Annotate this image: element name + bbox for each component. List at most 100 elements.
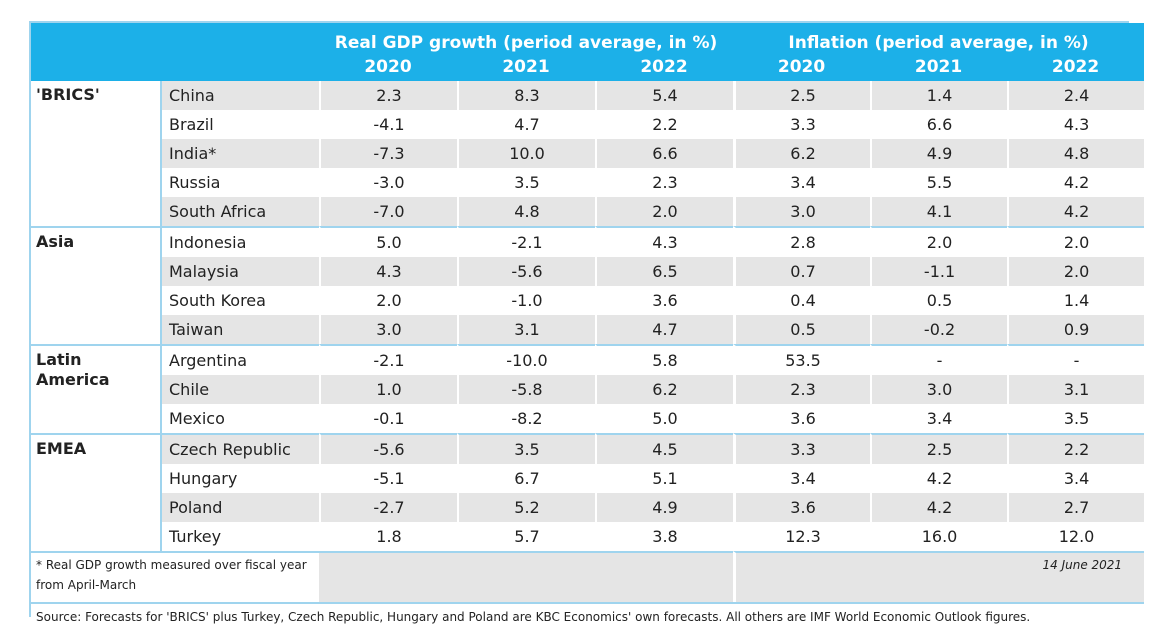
inflation-value-cell: 4.3 bbox=[1007, 110, 1145, 139]
country-cell: China bbox=[160, 81, 319, 110]
table-row: Brazil -4.1 4.7 2.2 3.3 6.6 4.3 bbox=[31, 110, 1145, 139]
inflation-value-cell: 2.0 bbox=[1007, 257, 1145, 286]
inflation-value-cell: 3.3 bbox=[733, 433, 871, 464]
inflation-value-cell: 2.0 bbox=[1007, 226, 1145, 257]
country-cell: India* bbox=[160, 139, 319, 168]
inflation-value-cell: 0.5 bbox=[733, 315, 871, 344]
inflation-value-cell: 6.2 bbox=[733, 139, 871, 168]
table-row: Malaysia 4.3 -5.6 6.5 0.7 -1.1 2.0 bbox=[31, 257, 1145, 286]
gdp-value-cell: 4.3 bbox=[595, 226, 734, 257]
inflation-value-cell: 3.6 bbox=[733, 404, 871, 433]
inflation-value-cell: 3.4 bbox=[733, 464, 871, 493]
forecast-table: Real GDP growth (period average, in %) I… bbox=[31, 23, 1145, 630]
inflation-value-cell: 4.9 bbox=[870, 139, 1008, 168]
inflation-value-cell: 2.8 bbox=[733, 226, 871, 257]
inflation-value-cell: 12.3 bbox=[733, 522, 871, 551]
gdp-value-cell: -0.1 bbox=[319, 404, 457, 433]
inflation-value-cell: 0.9 bbox=[1007, 315, 1145, 344]
inflation-value-cell: - bbox=[870, 344, 1008, 375]
inflation-value-cell: 0.7 bbox=[733, 257, 871, 286]
table-row: South Africa -7.0 4.8 2.0 3.0 4.1 4.2 bbox=[31, 197, 1145, 226]
gdp-value-cell: -8.2 bbox=[457, 404, 595, 433]
gdp-value-cell: -7.0 bbox=[319, 197, 457, 226]
table-row: India* -7.3 10.0 6.6 6.2 4.9 4.8 bbox=[31, 139, 1145, 168]
gdp-value-cell: 4.9 bbox=[595, 493, 734, 522]
inflation-value-cell: 4.8 bbox=[1007, 139, 1145, 168]
inflation-value-cell: 2.2 bbox=[1007, 433, 1145, 464]
year-header: 2021 bbox=[457, 53, 595, 81]
header-blank bbox=[31, 53, 319, 81]
gdp-value-cell: 1.8 bbox=[319, 522, 457, 551]
country-cell: Chile bbox=[160, 375, 319, 404]
table-row: Asia Indonesia 5.0 -2.1 4.3 2.8 2.0 2.0 bbox=[31, 226, 1145, 344]
country-cell: Indonesia bbox=[160, 226, 319, 257]
table-body: 'BRICS' China 2.3 8.3 5.4 2.5 1.4 2.4 Brazil -4.1… bbox=[31, 81, 1145, 551]
table-row: Russia -3.0 3.5 2.3 3.4 5.5 4.2 bbox=[31, 168, 1145, 197]
inflation-group-header: Inflation (period average, in %) bbox=[733, 23, 1145, 53]
gdp-value-cell: -5.1 bbox=[319, 464, 457, 493]
region-label: Asia bbox=[31, 226, 160, 344]
table-row: Latin America Argentina -2.1 -10.0 5.8 53.5- - bbox=[31, 344, 1145, 433]
inflation-value-cell: -0.2 bbox=[870, 315, 1008, 344]
country-cell: South Africa bbox=[160, 197, 319, 226]
inflation-value-cell: 0.5 bbox=[870, 286, 1008, 315]
table-row: Taiwan 3.0 3.1 4.7 0.5 -0.2 0.9 bbox=[31, 315, 1145, 344]
country-cell: Russia bbox=[160, 168, 319, 197]
gdp-value-cell: 6.5 bbox=[595, 257, 734, 286]
country-cell: Malaysia bbox=[160, 257, 319, 286]
gdp-value-cell: 4.8 bbox=[457, 197, 595, 226]
inflation-value-cell: 2.3 bbox=[733, 375, 871, 404]
inflation-value-cell: 3.0 bbox=[870, 375, 1008, 404]
gdp-value-cell: 5.0 bbox=[595, 404, 734, 433]
country-cell: Poland bbox=[160, 493, 319, 522]
gdp-value-cell: -5.6 bbox=[457, 257, 595, 286]
country-cell: South Korea bbox=[160, 286, 319, 315]
gdp-value-cell: 2.3 bbox=[595, 168, 734, 197]
table-row: Mexico -0.1 -8.2 5.0 3.6 3.4 3.5 bbox=[31, 404, 1145, 433]
gdp-value-cell: 3.6 bbox=[595, 286, 734, 315]
gdp-value-cell: 2.0 bbox=[319, 286, 457, 315]
table-row: EMEA Czech Republic -5.6 3.5 4.5 3.3 2.5 2.2 bbox=[31, 433, 1145, 551]
gdp-value-cell: 5.2 bbox=[457, 493, 595, 522]
inflation-value-cell: 1.4 bbox=[1007, 286, 1145, 315]
source-note: Source: Forecasts for 'BRICS' plus Turke… bbox=[31, 602, 1145, 630]
gdp-value-cell: 5.1 bbox=[595, 464, 734, 493]
inflation-value-cell: 53.5 bbox=[733, 344, 871, 375]
gdp-value-cell: 4.7 bbox=[457, 110, 595, 139]
gdp-value-cell: 4.5 bbox=[595, 433, 734, 464]
inflation-value-cell: 3.3 bbox=[733, 110, 871, 139]
gdp-value-cell: 3.1 bbox=[457, 315, 595, 344]
gdp-value-cell: 2.3 bbox=[319, 81, 457, 110]
gdp-value-cell: 5.7 bbox=[457, 522, 595, 551]
forecast-table-frame: Real GDP growth (period average, in %) I… bbox=[29, 21, 1145, 630]
country-cell: Argentina bbox=[160, 344, 319, 375]
gdp-group-header: Real GDP growth (period average, in %) bbox=[319, 23, 734, 53]
gdp-value-cell: -3.0 bbox=[319, 168, 457, 197]
gdp-value-cell: -1.0 bbox=[457, 286, 595, 315]
year-header: 2020 bbox=[733, 53, 871, 81]
inflation-value-cell: 0.4 bbox=[733, 286, 871, 315]
country-cell: Mexico bbox=[160, 404, 319, 433]
table-row: South Korea 2.0 -1.0 3.6 0.4 0.5 1.4 bbox=[31, 286, 1145, 315]
gdp-value-cell: 5.4 bbox=[595, 81, 734, 110]
inflation-value-cell: 3.6 bbox=[733, 493, 871, 522]
gdp-value-cell: 4.7 bbox=[595, 315, 734, 344]
gdp-value-cell: 5.8 bbox=[595, 344, 734, 375]
country-cell: Turkey bbox=[160, 522, 319, 551]
gdp-value-cell: 5.0 bbox=[319, 226, 457, 257]
gdp-value-cell: 3.5 bbox=[457, 433, 595, 464]
region-label: EMEA bbox=[31, 433, 160, 551]
footnote: * Real GDP growth measured over fiscal y… bbox=[31, 551, 319, 602]
country-cell: Taiwan bbox=[160, 315, 319, 344]
inflation-value-cell: 2.7 bbox=[1007, 493, 1145, 522]
gdp-value-cell: -4.1 bbox=[319, 110, 457, 139]
gdp-value-cell: 4.3 bbox=[319, 257, 457, 286]
gdp-value-cell: -2.1 bbox=[457, 226, 595, 257]
inflation-value-cell: 4.2 bbox=[1007, 168, 1145, 197]
gdp-value-cell: 3.5 bbox=[457, 168, 595, 197]
gdp-value-cell: -2.7 bbox=[319, 493, 457, 522]
inflation-value-cell: 4.2 bbox=[1007, 197, 1145, 226]
header-blank bbox=[31, 23, 319, 53]
footnote-filler bbox=[319, 551, 734, 602]
inflation-value-cell: -1.1 bbox=[870, 257, 1008, 286]
